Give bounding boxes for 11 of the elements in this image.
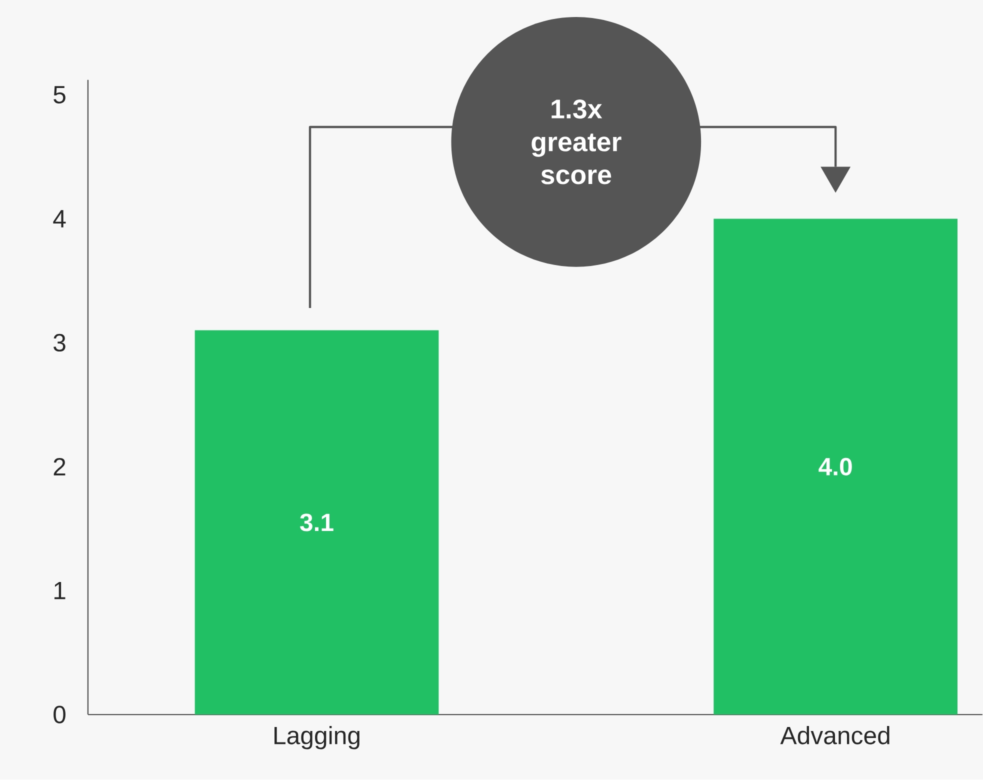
x-tick-label: Advanced	[780, 726, 890, 745]
y-tick-label: 1	[54, 582, 66, 600]
y-tick-label: 5	[54, 86, 66, 104]
annotation: 1.3x greater score	[532, 100, 622, 185]
data-label: 4.0	[818, 458, 852, 476]
y-tick-label: 4	[53, 210, 66, 228]
y-tick-label: 0	[54, 706, 66, 724]
y-tick-label: 2	[54, 458, 66, 476]
data-label: 3.1	[300, 514, 334, 532]
y-tick-label: 3	[54, 334, 66, 352]
x-tick-label: Lagging	[274, 726, 360, 750]
